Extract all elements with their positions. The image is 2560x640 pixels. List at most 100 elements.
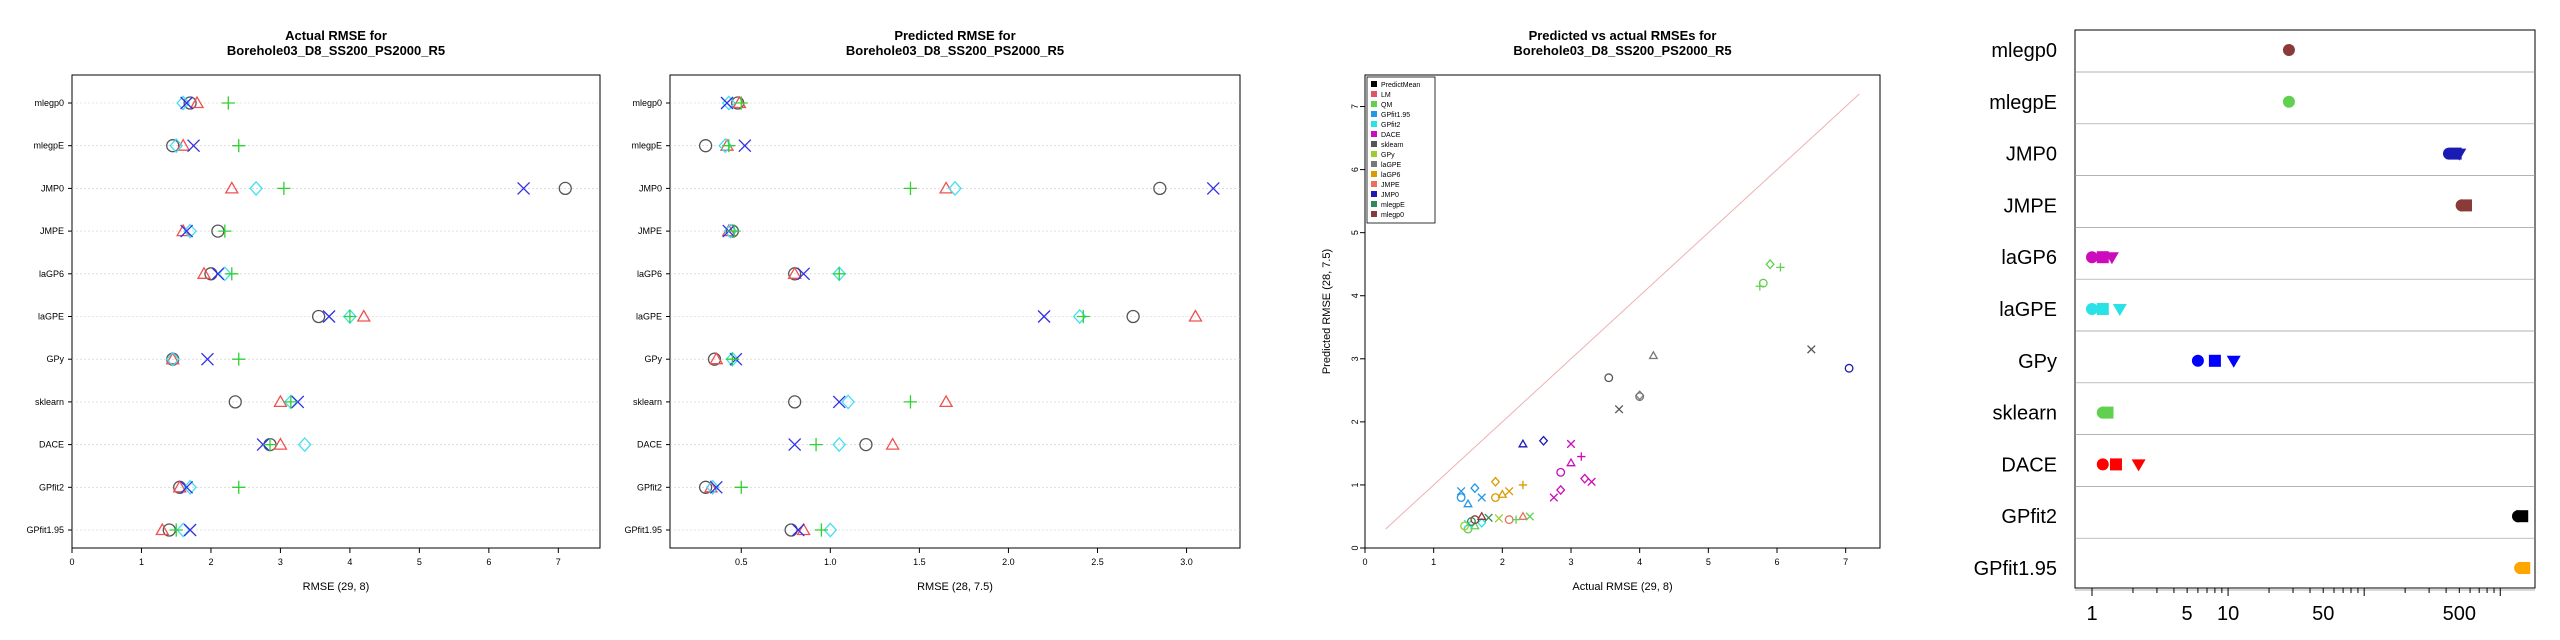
panel2-frame <box>669 74 1241 549</box>
panel2-point-x <box>1037 310 1051 323</box>
panel4-ytick-label: mlegp0 <box>1991 40 2057 62</box>
panel3-point-laGPE <box>1648 350 1659 360</box>
panel2-point-x <box>832 395 846 409</box>
panel2-point-circle <box>859 437 873 452</box>
panel4-ytick-label: JMP0 <box>2006 144 2057 166</box>
panel3-point-QM <box>1765 259 1775 270</box>
panel3-point-mlegp0 <box>1476 511 1487 520</box>
panel3-xtick-label: 0 <box>1362 557 1367 567</box>
panel2-ytick-label: GPy <box>644 354 662 364</box>
panel3-point-JMPE <box>1504 515 1514 525</box>
panel3-point-DACE <box>1566 439 1576 449</box>
panel1-point-x <box>187 139 201 153</box>
panel4-xtick-label: 1 <box>2086 603 2097 625</box>
panel1-ytick-label: GPfit2 <box>39 482 64 492</box>
panel2-point-plus <box>814 523 829 537</box>
panel3-point-QM <box>1525 512 1535 521</box>
panel3-point-GPfit1.95 <box>1456 493 1466 502</box>
panel2-ytick-label: DACE <box>637 440 662 450</box>
panel3-xtick-label: 6 <box>1774 557 1779 567</box>
panel2-point-plus <box>734 480 748 494</box>
panel1-point-x <box>256 438 270 452</box>
panel3-point-DACE <box>1566 457 1576 467</box>
panel4-frame <box>2074 29 2536 589</box>
panel2-point-x <box>797 267 811 281</box>
panel2-point-tri <box>885 437 900 450</box>
panel4-point-GPy <box>2226 355 2241 368</box>
panel3-legend-box <box>1366 76 1436 224</box>
panel3-point-GPfit1.95 <box>1456 486 1466 496</box>
panel1-point-circle <box>311 309 326 324</box>
panel3-point-GPfit2 <box>1477 517 1487 528</box>
panel4-ytick-label: laGPE <box>1999 299 2057 321</box>
panel1-point-plus <box>232 480 246 494</box>
panel1-xtick-label: 0 <box>69 557 74 567</box>
panel3-legend-swatch <box>1371 91 1377 97</box>
panel4-ytick-label: JMPE <box>2004 195 2057 217</box>
panel2-point-tri <box>938 394 954 408</box>
panel3-point-sklearn <box>1807 345 1816 354</box>
panel3-legend-swatch <box>1371 191 1377 197</box>
panel1-ytick-label: GPfit1.95 <box>26 525 64 535</box>
panel2-ytick-label: mlegp0 <box>632 98 662 108</box>
panel3-point-GPfit1.95 <box>1477 493 1486 502</box>
panel2-point-plus <box>903 181 918 195</box>
panel3-legend-label: GPfit2 <box>1381 122 1401 129</box>
panel4-point-laGP6 <box>2086 251 2099 264</box>
panel2-xtick-label: 2.0 <box>1002 557 1015 567</box>
panel4-point-laGPE <box>2096 303 2109 315</box>
panel4-point-laGP6 <box>2096 251 2109 264</box>
panel3-ytick-label: 0 <box>1350 545 1360 550</box>
panel4-point-DACE <box>2109 458 2122 471</box>
panel3-point-sklearn <box>1614 404 1624 414</box>
panel3-identity-line <box>1385 93 1860 530</box>
panel1-ytick-label: mlegpE <box>33 141 64 151</box>
panel2-point-circle <box>1153 181 1167 196</box>
panel1-point-tri <box>172 479 187 493</box>
panel1-ytick-label: GPy <box>46 354 64 364</box>
panel4-point-laGP6 <box>2104 252 2119 265</box>
panel1-ytick-label: DACE <box>39 440 64 450</box>
panel3-point-DACE <box>1587 477 1596 487</box>
panel3-legend-swatch <box>1371 151 1377 157</box>
panel1-point-diamond <box>183 223 197 239</box>
panel3-point-GPfit1.95 <box>1470 482 1480 494</box>
panel3-ytick-label: 2 <box>1350 419 1360 424</box>
panel1-point-diamond <box>169 138 184 154</box>
panel3-point-QM <box>1776 263 1785 272</box>
panel2-point-circle <box>788 395 802 409</box>
panel1-point-circle <box>166 139 180 153</box>
panel1-point-x <box>180 96 194 110</box>
panel1-xtick-label: 4 <box>347 557 352 567</box>
panel3-legend-label: GPy <box>1381 152 1395 159</box>
panel2-point-x <box>788 438 802 452</box>
panel4-point-GPy <box>2208 354 2221 367</box>
panel1-xtick-label: 7 <box>556 557 561 567</box>
panel3-title-line1: Predicted vs actual RMSEs for <box>1529 28 1717 43</box>
panel3-ytick-label: 7 <box>1350 104 1360 109</box>
panel2-ytick-label: GPfit1.95 <box>624 525 662 535</box>
panel2-point-circle <box>707 352 722 366</box>
panel2-point-plus <box>1076 309 1090 324</box>
panel3-legend-label: PredictMean <box>1381 82 1420 89</box>
panel1-point-tri <box>224 181 239 194</box>
panel3-legend-swatch <box>1371 141 1377 147</box>
panel4-point-laGPE <box>2112 304 2127 316</box>
panel2-point-diamond <box>705 479 720 495</box>
panel3-point-QM <box>1511 515 1521 524</box>
panel1-point-plus <box>343 309 357 324</box>
panel2-point-tri <box>1188 309 1203 322</box>
panel4-xtick-label: 5 <box>2182 603 2193 625</box>
panel2-point-x <box>709 480 723 494</box>
panel1-point-x <box>322 310 336 323</box>
panel3-frame <box>1364 74 1881 549</box>
panel3-ylabel: Predicted RMSE (28, 7.5) <box>1321 249 1333 374</box>
panel3-point-JMPE <box>1518 511 1528 520</box>
panel3-point-QM <box>1758 278 1768 288</box>
panel3-ytick-label: 4 <box>1350 293 1360 298</box>
panel3-xtick-label: 7 <box>1843 557 1848 567</box>
panel3-ytick-label: 6 <box>1350 167 1360 172</box>
panel4-point-GPy <box>2191 354 2204 367</box>
panel2-xtick-label: 0.5 <box>735 557 748 567</box>
panel2-ytick-label: JMPE <box>638 226 662 236</box>
